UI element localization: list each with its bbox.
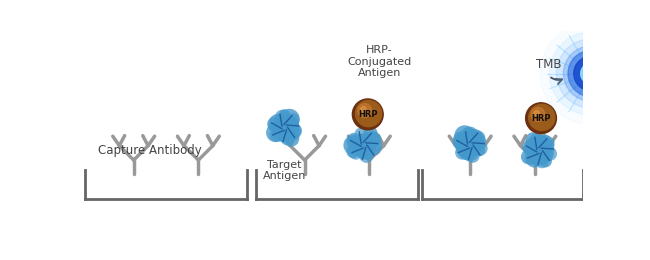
Circle shape bbox=[586, 69, 595, 78]
Circle shape bbox=[279, 109, 291, 121]
Circle shape bbox=[343, 135, 363, 155]
Circle shape bbox=[574, 56, 608, 91]
Circle shape bbox=[540, 148, 554, 161]
Circle shape bbox=[471, 131, 486, 145]
Circle shape bbox=[534, 110, 540, 116]
Circle shape bbox=[286, 113, 300, 127]
Text: HRP: HRP bbox=[358, 110, 378, 119]
Circle shape bbox=[367, 141, 382, 155]
Circle shape bbox=[279, 131, 291, 142]
Circle shape bbox=[526, 103, 556, 134]
Circle shape bbox=[354, 144, 368, 157]
Circle shape bbox=[270, 128, 283, 142]
Circle shape bbox=[366, 132, 382, 147]
Circle shape bbox=[349, 146, 363, 160]
Circle shape bbox=[549, 32, 632, 115]
Circle shape bbox=[280, 109, 300, 129]
Circle shape bbox=[539, 154, 552, 167]
Circle shape bbox=[352, 99, 383, 130]
Circle shape bbox=[455, 146, 469, 160]
Circle shape bbox=[521, 150, 536, 164]
Circle shape bbox=[531, 107, 545, 121]
Circle shape bbox=[467, 145, 479, 157]
Circle shape bbox=[266, 123, 285, 142]
Circle shape bbox=[288, 124, 302, 138]
Circle shape bbox=[461, 127, 474, 141]
Circle shape bbox=[456, 138, 475, 158]
Circle shape bbox=[465, 129, 484, 147]
Circle shape bbox=[270, 121, 283, 133]
Circle shape bbox=[369, 139, 382, 152]
Circle shape bbox=[467, 132, 486, 151]
Circle shape bbox=[528, 104, 555, 131]
Circle shape bbox=[525, 151, 538, 165]
Circle shape bbox=[277, 119, 292, 135]
Circle shape bbox=[356, 137, 372, 153]
Text: TMB: TMB bbox=[536, 58, 562, 71]
Circle shape bbox=[462, 144, 479, 161]
Circle shape bbox=[532, 135, 547, 150]
Circle shape bbox=[526, 152, 542, 167]
Text: HRP-
Conjugated
Antigen: HRP- Conjugated Antigen bbox=[347, 45, 411, 78]
Circle shape bbox=[275, 110, 289, 124]
Circle shape bbox=[556, 39, 626, 108]
Circle shape bbox=[580, 63, 601, 84]
Circle shape bbox=[359, 149, 373, 163]
Circle shape bbox=[524, 137, 544, 158]
Circle shape bbox=[474, 141, 488, 155]
Circle shape bbox=[543, 147, 557, 161]
Circle shape bbox=[354, 127, 369, 141]
Circle shape bbox=[357, 146, 371, 160]
Circle shape bbox=[452, 131, 472, 151]
Circle shape bbox=[274, 114, 289, 129]
Circle shape bbox=[540, 23, 642, 124]
Circle shape bbox=[356, 101, 382, 127]
Circle shape bbox=[458, 139, 471, 152]
Circle shape bbox=[361, 141, 376, 155]
Circle shape bbox=[564, 46, 619, 101]
Circle shape bbox=[529, 146, 550, 166]
Circle shape bbox=[532, 142, 547, 159]
Circle shape bbox=[568, 50, 614, 97]
Circle shape bbox=[267, 117, 281, 131]
Circle shape bbox=[522, 140, 536, 154]
Circle shape bbox=[358, 103, 372, 118]
Circle shape bbox=[474, 145, 486, 156]
Circle shape bbox=[268, 114, 288, 134]
Circle shape bbox=[347, 133, 361, 146]
Circle shape bbox=[541, 136, 554, 150]
Circle shape bbox=[280, 131, 294, 145]
Circle shape bbox=[273, 126, 289, 142]
Circle shape bbox=[463, 127, 478, 141]
Circle shape bbox=[525, 132, 541, 148]
Circle shape bbox=[530, 133, 544, 147]
Circle shape bbox=[355, 134, 367, 146]
Circle shape bbox=[539, 143, 554, 158]
Circle shape bbox=[469, 138, 482, 152]
Circle shape bbox=[359, 143, 376, 160]
Circle shape bbox=[454, 125, 475, 146]
Circle shape bbox=[363, 127, 378, 141]
Circle shape bbox=[365, 131, 379, 145]
Circle shape bbox=[452, 135, 467, 149]
Circle shape bbox=[458, 143, 475, 160]
Circle shape bbox=[346, 135, 360, 149]
Text: Capture Antibody: Capture Antibody bbox=[98, 144, 202, 157]
Text: HRP: HRP bbox=[531, 114, 551, 123]
Text: Target
Antigen: Target Antigen bbox=[263, 160, 306, 181]
Circle shape bbox=[462, 137, 478, 153]
Circle shape bbox=[358, 133, 370, 146]
Circle shape bbox=[283, 123, 301, 141]
Circle shape bbox=[526, 143, 541, 158]
Circle shape bbox=[542, 139, 554, 152]
Circle shape bbox=[282, 116, 299, 132]
Circle shape bbox=[361, 107, 366, 112]
Circle shape bbox=[538, 134, 552, 148]
Circle shape bbox=[535, 154, 549, 168]
Circle shape bbox=[465, 149, 480, 163]
Circle shape bbox=[281, 118, 300, 137]
Circle shape bbox=[346, 145, 360, 158]
Circle shape bbox=[283, 130, 299, 147]
